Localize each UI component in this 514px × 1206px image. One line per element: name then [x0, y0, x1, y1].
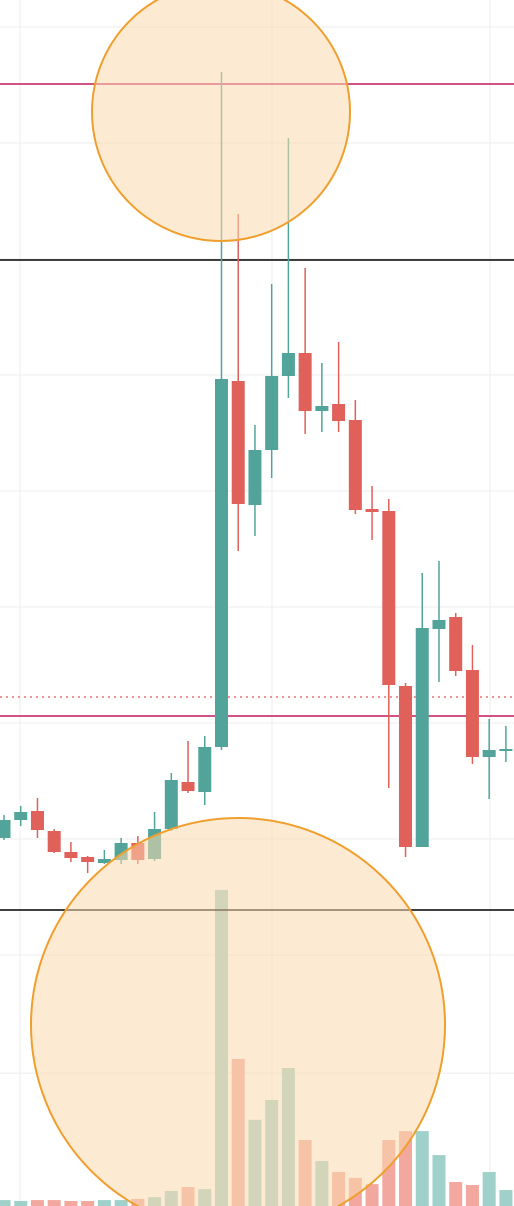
volume-bar: [0, 1200, 11, 1206]
candle-body: [214, 379, 228, 747]
candle-body: [265, 376, 279, 450]
candle-body: [449, 617, 463, 671]
highlight-circle: [91, 0, 351, 242]
volume-bar: [465, 1184, 479, 1206]
volume-bar: [114, 1200, 128, 1206]
candle-body: [47, 831, 61, 852]
candle-body: [298, 353, 312, 411]
candle-body: [181, 782, 195, 791]
volume-bar: [415, 1131, 429, 1206]
volume-bar: [499, 1190, 513, 1206]
candle-body: [231, 381, 245, 504]
candle-body: [97, 859, 111, 863]
candle-body: [64, 852, 78, 858]
volume-bar: [365, 1184, 379, 1206]
candle-body: [365, 509, 379, 512]
volume-bar: [47, 1200, 61, 1206]
volume-bar: [14, 1200, 28, 1206]
candle-body: [482, 750, 496, 757]
volume-bar: [81, 1200, 95, 1206]
candle-body: [315, 406, 329, 411]
candle-body: [332, 404, 346, 421]
volume-bar: [482, 1171, 496, 1206]
candle-body: [382, 511, 396, 685]
volume-bar: [64, 1200, 78, 1206]
volume-bar: [97, 1200, 111, 1206]
candle-body: [432, 620, 446, 629]
volume-bar: [449, 1182, 463, 1206]
candle-body: [248, 450, 262, 505]
volume-bar: [30, 1200, 44, 1206]
candle-body: [465, 670, 479, 757]
volume-bar: [432, 1155, 446, 1206]
highlight-circle: [30, 817, 446, 1206]
candle-body: [415, 628, 429, 847]
candle-body: [198, 747, 212, 792]
candle-body: [164, 780, 178, 829]
candle-body: [14, 812, 28, 820]
candle-body: [0, 820, 11, 838]
candle-body: [399, 686, 413, 847]
candle-body: [81, 857, 95, 862]
candle-body: [499, 749, 513, 751]
candle-body: [348, 420, 362, 510]
candle-body: [281, 353, 295, 376]
candle-body: [30, 811, 44, 830]
